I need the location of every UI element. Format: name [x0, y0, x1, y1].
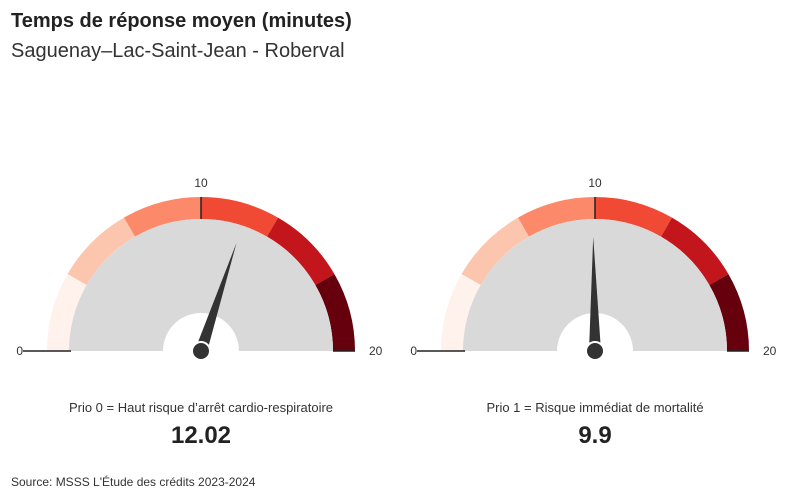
gauge-band-5 [315, 274, 355, 351]
gauge-band-4 [267, 217, 335, 285]
gauge-band-1 [461, 217, 529, 285]
gauge-inner-area [69, 219, 333, 351]
chart-subtitle: Saguenay–Lac-Saint-Jean - Roberval [11, 40, 345, 62]
gauge-band-3 [595, 197, 672, 237]
gauge-band-2 [124, 197, 201, 237]
gauge-tick-label: 0 [410, 344, 417, 358]
gauge-band-4 [661, 217, 729, 285]
gauge-needle-hub [191, 341, 211, 361]
gauge-band-3 [201, 197, 278, 237]
gauge-tick-label: 20 [369, 344, 383, 358]
gauge-value-prio-1: 9.9 [578, 422, 612, 449]
gauge-tick-label: 10 [194, 176, 208, 190]
gauge-tick-label: 10 [588, 176, 602, 190]
gauge-needle-hub [585, 341, 605, 361]
gauge-needle [589, 237, 601, 352]
gauge-prio-0: 0 10 20 [16, 176, 383, 361]
source-note: Source: MSSS L'Étude des crédits 2023-20… [11, 475, 256, 489]
chart-title: Temps de réponse moyen (minutes) [11, 10, 352, 32]
gauge-value-prio-0: 12.02 [170, 422, 232, 449]
gauge-band-2 [518, 197, 595, 237]
gauge-band-5 [709, 274, 749, 351]
gauge-prio-1: 0 10 20 [410, 176, 777, 361]
gauge-tick-label: 0 [16, 344, 23, 358]
gauge-band-0 [441, 274, 481, 351]
gauge-needle [195, 242, 237, 353]
gauge-band-1 [67, 217, 135, 285]
gauge-label-prio-0: Prio 0 = Haut risque d’arrêt cardio-resp… [68, 400, 334, 415]
gauge-label-prio-1: Prio 1 = Risque immédiat de mortalité [486, 400, 704, 415]
gauge-tick-label: 20 [763, 344, 777, 358]
gauge-band-0 [47, 274, 87, 351]
